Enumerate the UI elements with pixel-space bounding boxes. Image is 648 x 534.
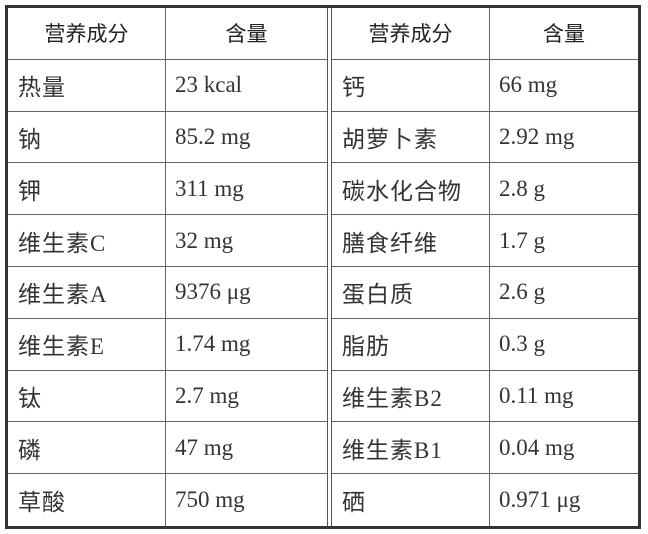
- nutrient-amount: 85.2 mg: [175, 123, 251, 149]
- nutrient-amount: 2.8 g: [499, 175, 545, 201]
- table-row: 磷 47 mg: [8, 422, 327, 475]
- nutrient-name: 硒: [332, 474, 490, 526]
- table-row: 蛋白质 2.6 g: [332, 266, 638, 319]
- nutrient-name: 钾: [8, 163, 166, 215]
- nutrient-amount: 0.11 mg: [499, 382, 574, 408]
- table-row: 维生素E 1.74 mg: [8, 318, 327, 371]
- table-left-half: 营养成分 含量 热量 23 kcal 钠 85.2 mg 钾 311 mg 维生素C 32 m…: [8, 8, 328, 526]
- nutrition-table: 营养成分 含量 热量 23 kcal 钠 85.2 mg 钾 311 mg 维生素C 32 m…: [5, 5, 641, 529]
- nutrient-amount: 311 mg: [175, 175, 244, 201]
- nutrient-name: 钛: [8, 370, 166, 422]
- nutrient-amount: 750 mg: [175, 487, 245, 513]
- nutrient-name: 碳水化合物: [332, 163, 490, 215]
- nutrient-amount: 0.971 μg: [499, 487, 581, 513]
- nutrient-name: 维生素B1: [332, 422, 490, 474]
- nutrient-name: 蛋白质: [332, 266, 490, 318]
- nutrient-amount: 1.7 g: [499, 227, 545, 253]
- table-row: 胡萝卜素 2.92 mg: [332, 111, 638, 164]
- nutrient-amount: 47 mg: [175, 434, 234, 460]
- nutrient-amount: 2.92 mg: [499, 123, 575, 149]
- table-row: 脂肪 0.3 g: [332, 318, 638, 371]
- nutrient-amount: 32 mg: [175, 227, 234, 253]
- nutrient-name: 钙: [332, 59, 490, 111]
- nutrient-amount: 2.6 g: [499, 279, 545, 305]
- header-nutrient: 营养成分: [332, 8, 490, 59]
- header-amount: 含量: [543, 22, 585, 47]
- nutrient-name: 草酸: [8, 474, 166, 526]
- table-row: 钙 66 mg: [332, 59, 638, 112]
- nutrient-amount: 1.74 mg: [175, 331, 251, 357]
- header-nutrient: 营养成分: [8, 8, 166, 59]
- table-header-row: 营养成分 含量: [8, 8, 327, 60]
- table-right-half: 营养成分 含量 钙 66 mg 胡萝卜素 2.92 mg 碳水化合物 2.8 g 膳食纤维 1…: [331, 8, 638, 526]
- table-row: 草酸 750 mg: [8, 474, 327, 526]
- table-row: 维生素A 9376 μg: [8, 266, 327, 319]
- table-row: 维生素B1 0.04 mg: [332, 422, 638, 475]
- table-row: 硒 0.971 μg: [332, 474, 638, 526]
- table-row: 膳食纤维 1.7 g: [332, 215, 638, 267]
- nutrient-name: 胡萝卜素: [332, 111, 490, 163]
- nutrient-amount: 23 kcal: [175, 72, 243, 98]
- nutrient-amount: 0.04 mg: [499, 434, 575, 460]
- header-amount: 含量: [225, 22, 268, 47]
- table-row: 钾 311 mg: [8, 163, 327, 216]
- table-row: 维生素B2 0.11 mg: [332, 370, 638, 423]
- nutrient-name: 膳食纤维: [332, 215, 490, 266]
- table-row: 维生素C 32 mg: [8, 215, 327, 267]
- table-row: 钠 85.2 mg: [8, 111, 327, 164]
- table-header-row: 营养成分 含量: [332, 8, 638, 60]
- nutrient-amount: 0.3 g: [499, 331, 545, 357]
- nutrient-name: 维生素C: [8, 215, 166, 266]
- table-row: 碳水化合物 2.8 g: [332, 163, 638, 216]
- nutrient-name: 钠: [8, 111, 166, 163]
- table-row: 热量 23 kcal: [8, 59, 327, 112]
- nutrient-amount: 2.7 mg: [175, 382, 239, 408]
- nutrient-name: 维生素E: [8, 318, 166, 370]
- table-row: 钛 2.7 mg: [8, 370, 327, 423]
- nutrient-amount: 9376 μg: [175, 279, 251, 305]
- nutrient-name: 脂肪: [332, 318, 490, 370]
- nutrient-name: 热量: [8, 59, 166, 111]
- nutrient-name: 维生素A: [8, 266, 166, 318]
- nutrient-name: 磷: [8, 422, 166, 474]
- nutrient-name: 维生素B2: [332, 370, 490, 422]
- nutrient-amount: 66 mg: [499, 72, 558, 98]
